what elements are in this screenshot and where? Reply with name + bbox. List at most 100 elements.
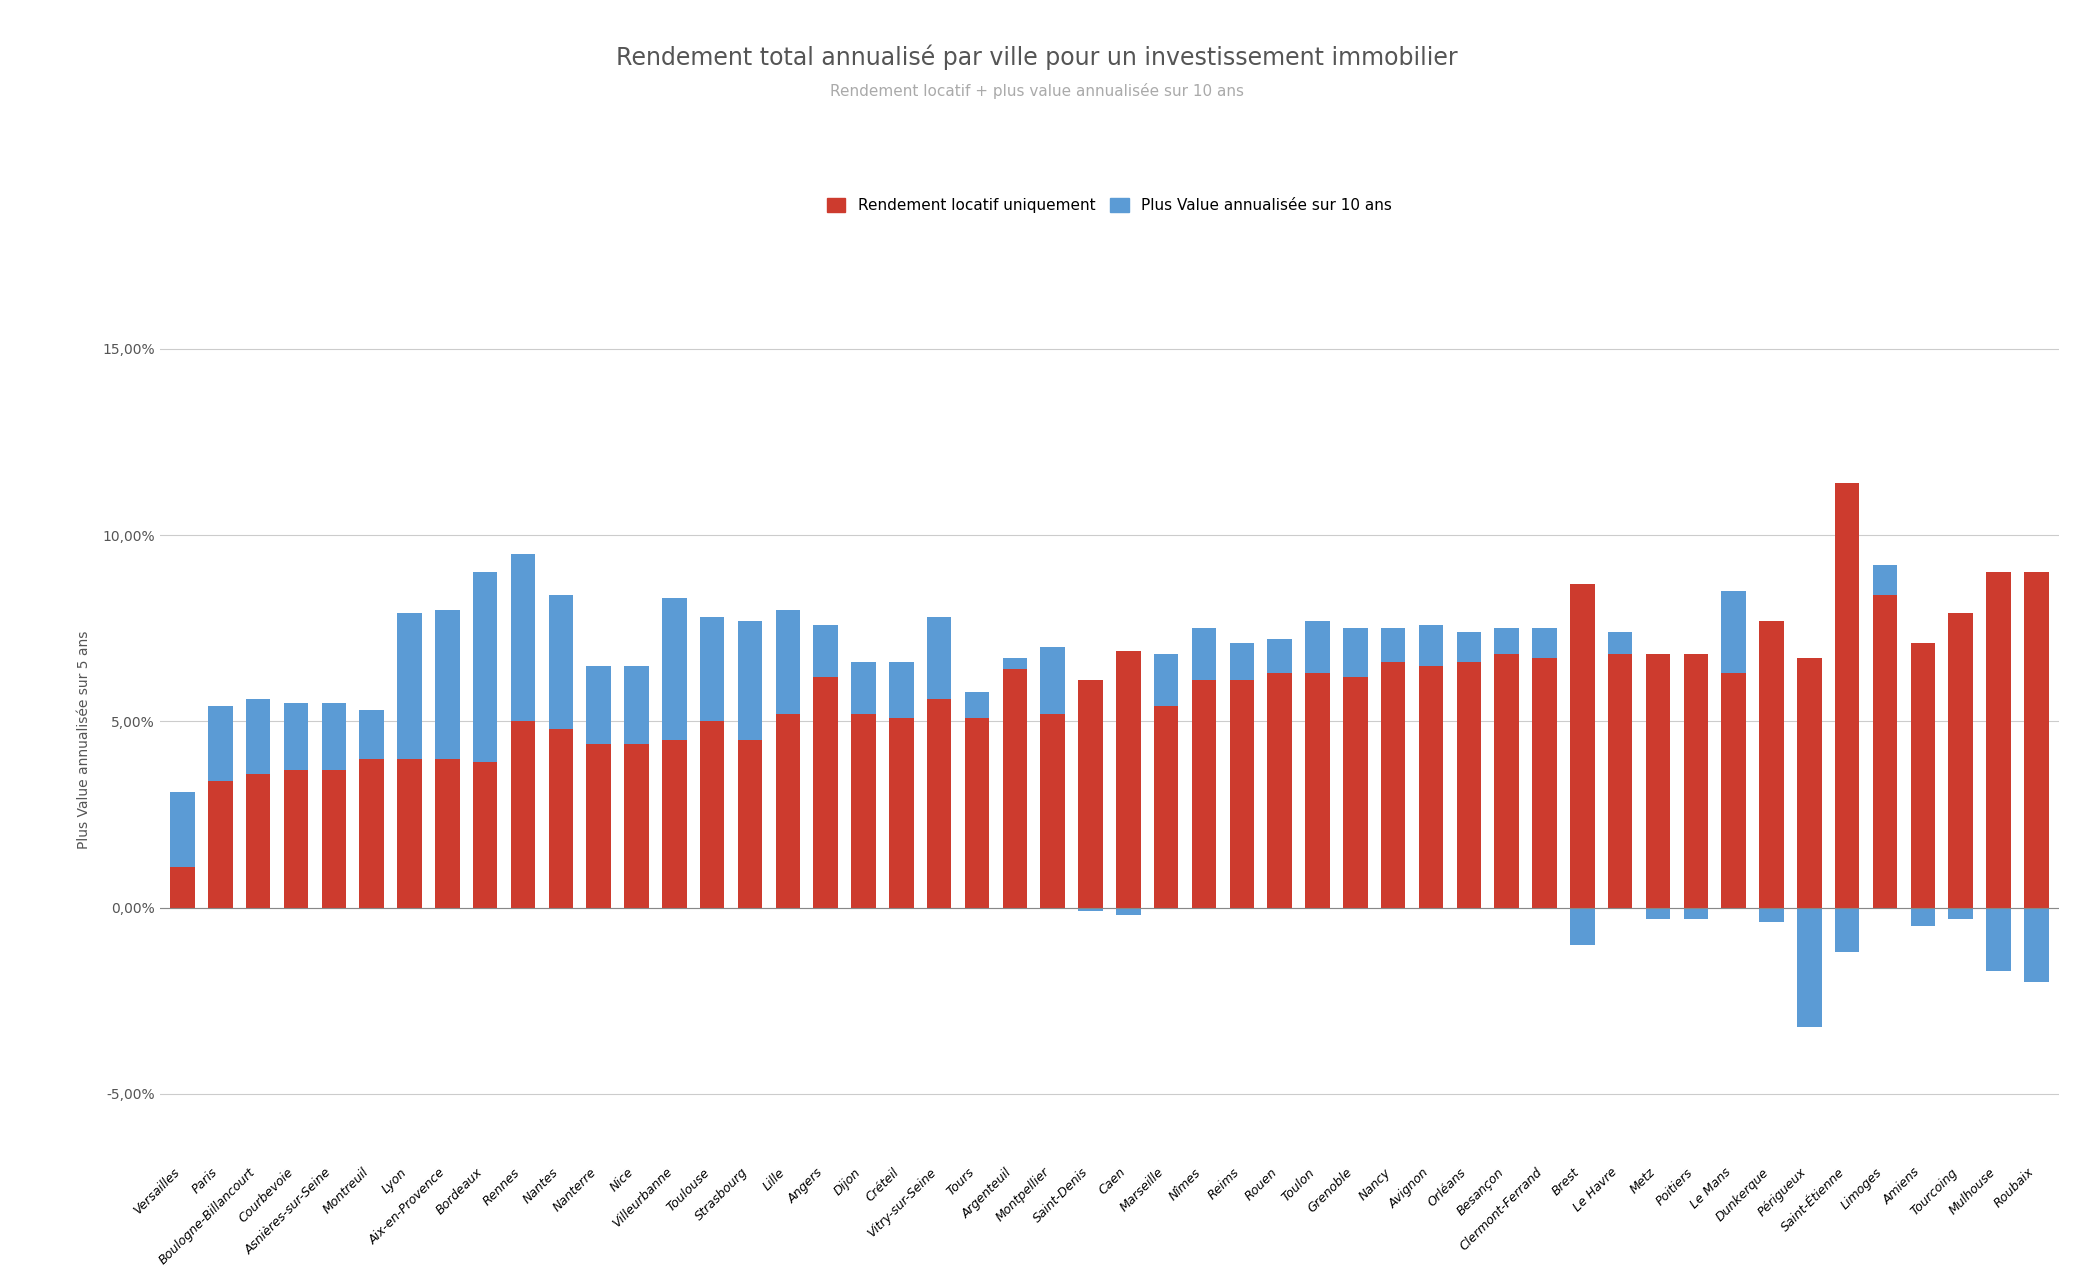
Bar	[1153, 654, 1178, 706]
Bar	[1835, 908, 1860, 953]
Bar	[170, 867, 195, 908]
Bar	[510, 722, 535, 908]
Bar	[813, 624, 838, 677]
Y-axis label: Plus Value annualisée sur 5 ans: Plus Value annualisée sur 5 ans	[77, 631, 91, 849]
Bar	[1873, 595, 1898, 908]
Bar	[284, 703, 309, 769]
Bar	[1078, 908, 1103, 912]
Bar	[1570, 908, 1595, 945]
Bar	[776, 714, 801, 908]
Bar	[1381, 628, 1406, 662]
Bar	[1456, 662, 1481, 908]
Bar	[813, 677, 838, 908]
Bar	[284, 769, 309, 908]
Bar	[1116, 650, 1141, 908]
Bar	[1305, 673, 1329, 908]
Bar	[1495, 628, 1518, 654]
Bar	[1645, 908, 1670, 919]
Bar	[1041, 647, 1064, 714]
Bar	[1987, 572, 2012, 908]
Bar	[1002, 658, 1027, 669]
Bar	[359, 759, 384, 908]
Bar	[247, 699, 270, 773]
Bar	[927, 617, 952, 699]
Bar	[1759, 908, 1784, 923]
Bar	[1570, 583, 1595, 908]
Bar	[1041, 714, 1064, 908]
Bar	[1873, 565, 1898, 595]
Bar	[1796, 908, 1821, 1027]
Bar	[359, 710, 384, 759]
Bar	[1533, 658, 1558, 908]
Bar	[776, 610, 801, 714]
Bar	[587, 744, 612, 908]
Bar	[548, 595, 572, 729]
Bar	[398, 759, 421, 908]
Bar	[1230, 644, 1255, 681]
Bar	[1987, 908, 2012, 970]
Bar	[510, 554, 535, 722]
Bar	[699, 617, 724, 722]
Bar	[1796, 658, 1821, 908]
Bar	[1153, 706, 1178, 908]
Bar	[1684, 908, 1709, 919]
Bar	[662, 740, 686, 908]
Bar	[1267, 640, 1292, 673]
Bar	[964, 691, 989, 718]
Bar	[1002, 669, 1027, 908]
Bar	[927, 699, 952, 908]
Bar	[1910, 908, 1935, 926]
Bar	[1193, 681, 1215, 908]
Bar	[1456, 632, 1481, 662]
Bar	[398, 613, 421, 759]
Bar	[1759, 620, 1784, 908]
Bar	[436, 759, 460, 908]
Bar	[1645, 654, 1670, 908]
Bar	[1495, 654, 1518, 908]
Bar	[1910, 644, 1935, 908]
Bar	[1419, 624, 1444, 665]
Bar	[473, 572, 498, 763]
Bar	[2024, 572, 2049, 908]
Bar	[473, 763, 498, 908]
Bar	[1419, 665, 1444, 908]
Bar	[436, 610, 460, 759]
Bar	[1533, 628, 1558, 658]
Bar	[321, 703, 346, 769]
Legend: Rendement locatif uniquement, Plus Value annualisée sur 10 ans: Rendement locatif uniquement, Plus Value…	[821, 192, 1398, 219]
Bar	[890, 718, 915, 908]
Bar	[624, 744, 649, 908]
Bar	[850, 714, 875, 908]
Bar	[1721, 673, 1746, 908]
Bar	[1193, 628, 1215, 681]
Bar	[1381, 662, 1406, 908]
Bar	[1835, 483, 1860, 908]
Bar	[247, 773, 270, 908]
Bar	[587, 665, 612, 744]
Bar	[1078, 681, 1103, 908]
Bar	[321, 769, 346, 908]
Bar	[890, 662, 915, 718]
Bar	[964, 718, 989, 908]
Bar	[207, 706, 232, 781]
Bar	[1116, 908, 1141, 915]
Bar	[207, 781, 232, 908]
Text: Rendement locatif + plus value annualisée sur 10 ans: Rendement locatif + plus value annualisé…	[830, 83, 1244, 99]
Bar	[1230, 681, 1255, 908]
Bar	[1344, 677, 1367, 908]
Bar	[1607, 654, 1632, 908]
Bar	[1305, 620, 1329, 673]
Bar	[699, 722, 724, 908]
Bar	[1947, 908, 1972, 919]
Bar	[1344, 628, 1367, 677]
Bar	[1684, 654, 1709, 908]
Bar	[850, 662, 875, 714]
Bar	[1721, 591, 1746, 673]
Bar	[1947, 613, 1972, 908]
Text: Rendement total annualisé par ville pour un investissement immobilier: Rendement total annualisé par ville pour…	[616, 45, 1458, 71]
Bar	[1267, 673, 1292, 908]
Bar	[1607, 632, 1632, 654]
Bar	[624, 665, 649, 744]
Bar	[170, 792, 195, 867]
Bar	[662, 599, 686, 740]
